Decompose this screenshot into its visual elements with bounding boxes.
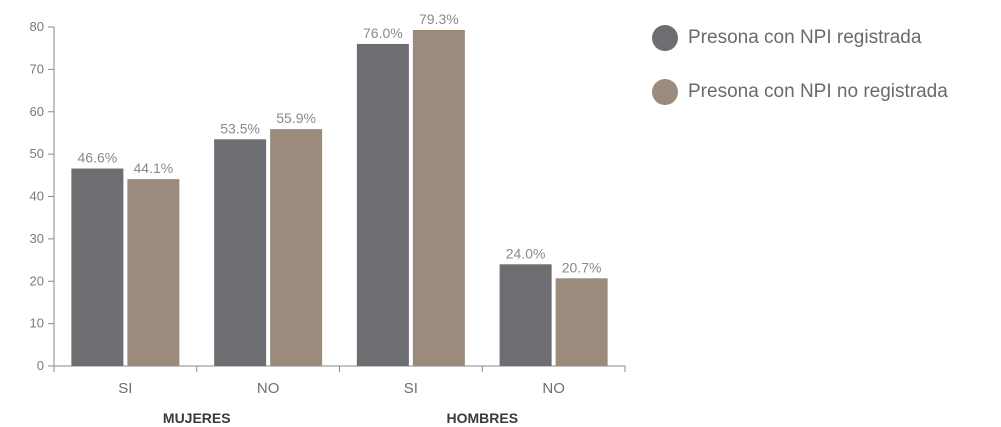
y-tick-label: 30 bbox=[30, 231, 44, 246]
bar bbox=[356, 43, 409, 366]
x-group-label: HOMBRES bbox=[446, 410, 518, 426]
data-label: 53.5% bbox=[220, 120, 260, 136]
y-tick-label: 0 bbox=[37, 358, 44, 373]
x-category-label: SI bbox=[404, 380, 418, 397]
x-category-label: SI bbox=[118, 380, 132, 397]
bar bbox=[412, 29, 465, 367]
bar bbox=[127, 179, 180, 366]
data-label: 44.1% bbox=[134, 160, 174, 176]
legend-item-registered: Presona con NPI registrada bbox=[652, 24, 948, 52]
legend-label-not-registered: Presona con NPI no registrada bbox=[688, 81, 948, 102]
bar bbox=[71, 168, 124, 366]
y-tick-label: 20 bbox=[30, 273, 44, 288]
x-group-label: MUJERES bbox=[163, 410, 231, 426]
data-label: 24.0% bbox=[506, 245, 546, 261]
y-tick-label: 70 bbox=[30, 61, 44, 76]
bar bbox=[270, 129, 323, 366]
data-label: 76.0% bbox=[363, 25, 403, 41]
legend-label-registered: Presona con NPI registrada bbox=[688, 27, 922, 48]
y-tick-label: 50 bbox=[30, 146, 44, 161]
y-tick-label: 40 bbox=[30, 189, 44, 204]
data-label: 79.3% bbox=[419, 11, 459, 27]
legend-item-not-registered: Presona con NPI no registrada bbox=[652, 78, 948, 106]
y-tick-label: 80 bbox=[30, 19, 44, 34]
bar bbox=[214, 139, 267, 366]
x-category-label: NO bbox=[257, 380, 280, 397]
y-tick-label: 60 bbox=[30, 104, 44, 119]
data-label: 55.9% bbox=[276, 110, 316, 126]
legend: Presona con NPI registrada Presona con N… bbox=[652, 24, 948, 132]
x-category-label: NO bbox=[542, 380, 565, 397]
bar bbox=[499, 264, 552, 366]
data-label: 20.7% bbox=[562, 259, 602, 275]
legend-swatch-not-registered bbox=[652, 79, 678, 105]
y-tick-label: 10 bbox=[30, 316, 44, 331]
legend-swatch-registered bbox=[652, 25, 678, 51]
bar bbox=[555, 278, 608, 366]
data-label: 46.6% bbox=[78, 150, 118, 166]
